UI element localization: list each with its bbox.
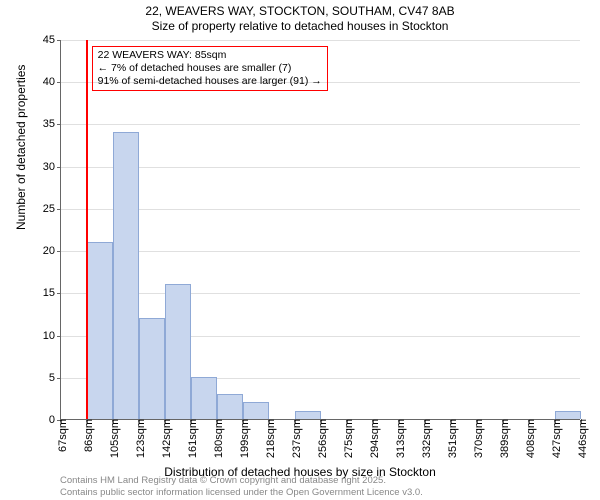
annotation-line2: ← 7% of detached houses are smaller (7) <box>98 62 322 75</box>
footer-line1: Contains HM Land Registry data © Crown c… <box>60 475 423 486</box>
annotation-line3: 91% of semi-detached houses are larger (… <box>98 75 322 88</box>
plot-area: 05101520253035404567sqm86sqm105sqm123sqm… <box>60 40 580 420</box>
x-tick-label: 389sqm <box>495 419 511 458</box>
y-tick-label: 30 <box>43 161 61 173</box>
x-tick-label: 370sqm <box>469 419 485 458</box>
footer-attribution: Contains HM Land Registry data © Crown c… <box>60 475 423 498</box>
histogram-bar <box>165 284 191 419</box>
histogram-bar <box>113 132 139 419</box>
x-tick-label: 123sqm <box>131 419 147 458</box>
histogram-bar <box>555 411 581 419</box>
title-line2: Size of property relative to detached ho… <box>0 19 600 34</box>
footer-line2: Contains public sector information licen… <box>60 487 423 498</box>
y-tick-label: 45 <box>43 34 61 46</box>
chart-container: 22, WEAVERS WAY, STOCKTON, SOUTHAM, CV47… <box>0 0 600 500</box>
y-tick-label: 10 <box>43 330 61 342</box>
histogram-bar <box>139 318 165 419</box>
gridline <box>61 124 580 125</box>
y-tick-label: 25 <box>43 203 61 215</box>
y-tick-label: 40 <box>43 76 61 88</box>
x-tick-label: 67sqm <box>53 419 69 452</box>
x-tick-label: 256sqm <box>313 419 329 458</box>
x-tick-label: 294sqm <box>365 419 381 458</box>
x-tick-label: 199sqm <box>235 419 251 458</box>
histogram-bar <box>243 402 269 419</box>
y-axis-title: Number of detached properties <box>14 65 28 230</box>
x-tick-label: 446sqm <box>573 419 589 458</box>
x-tick-label: 351sqm <box>443 419 459 458</box>
x-tick-label: 408sqm <box>521 419 537 458</box>
x-tick-label: 313sqm <box>391 419 407 458</box>
y-tick-label: 35 <box>43 118 61 130</box>
y-tick-label: 20 <box>43 245 61 257</box>
chart-title: 22, WEAVERS WAY, STOCKTON, SOUTHAM, CV47… <box>0 4 600 34</box>
x-tick-label: 161sqm <box>183 419 199 458</box>
histogram-bar <box>217 394 243 419</box>
y-tick-label: 15 <box>43 287 61 299</box>
histogram-bar <box>87 242 113 419</box>
x-tick-label: 180sqm <box>209 419 225 458</box>
x-tick-label: 218sqm <box>261 419 277 458</box>
x-tick-label: 427sqm <box>547 419 563 458</box>
x-tick-label: 142sqm <box>157 419 173 458</box>
x-tick-label: 86sqm <box>79 419 95 452</box>
marker-line <box>86 40 88 419</box>
x-tick-label: 275sqm <box>339 419 355 458</box>
title-line1: 22, WEAVERS WAY, STOCKTON, SOUTHAM, CV47… <box>0 4 600 19</box>
x-tick-label: 332sqm <box>417 419 433 458</box>
histogram-bar <box>191 377 217 419</box>
annotation-box: 22 WEAVERS WAY: 85sqm← 7% of detached ho… <box>92 46 328 91</box>
x-tick-label: 105sqm <box>105 419 121 458</box>
y-tick-label: 5 <box>49 372 61 384</box>
annotation-line1: 22 WEAVERS WAY: 85sqm <box>98 49 322 62</box>
histogram-bar <box>295 411 321 419</box>
gridline <box>61 40 580 41</box>
x-tick-label: 237sqm <box>287 419 303 458</box>
